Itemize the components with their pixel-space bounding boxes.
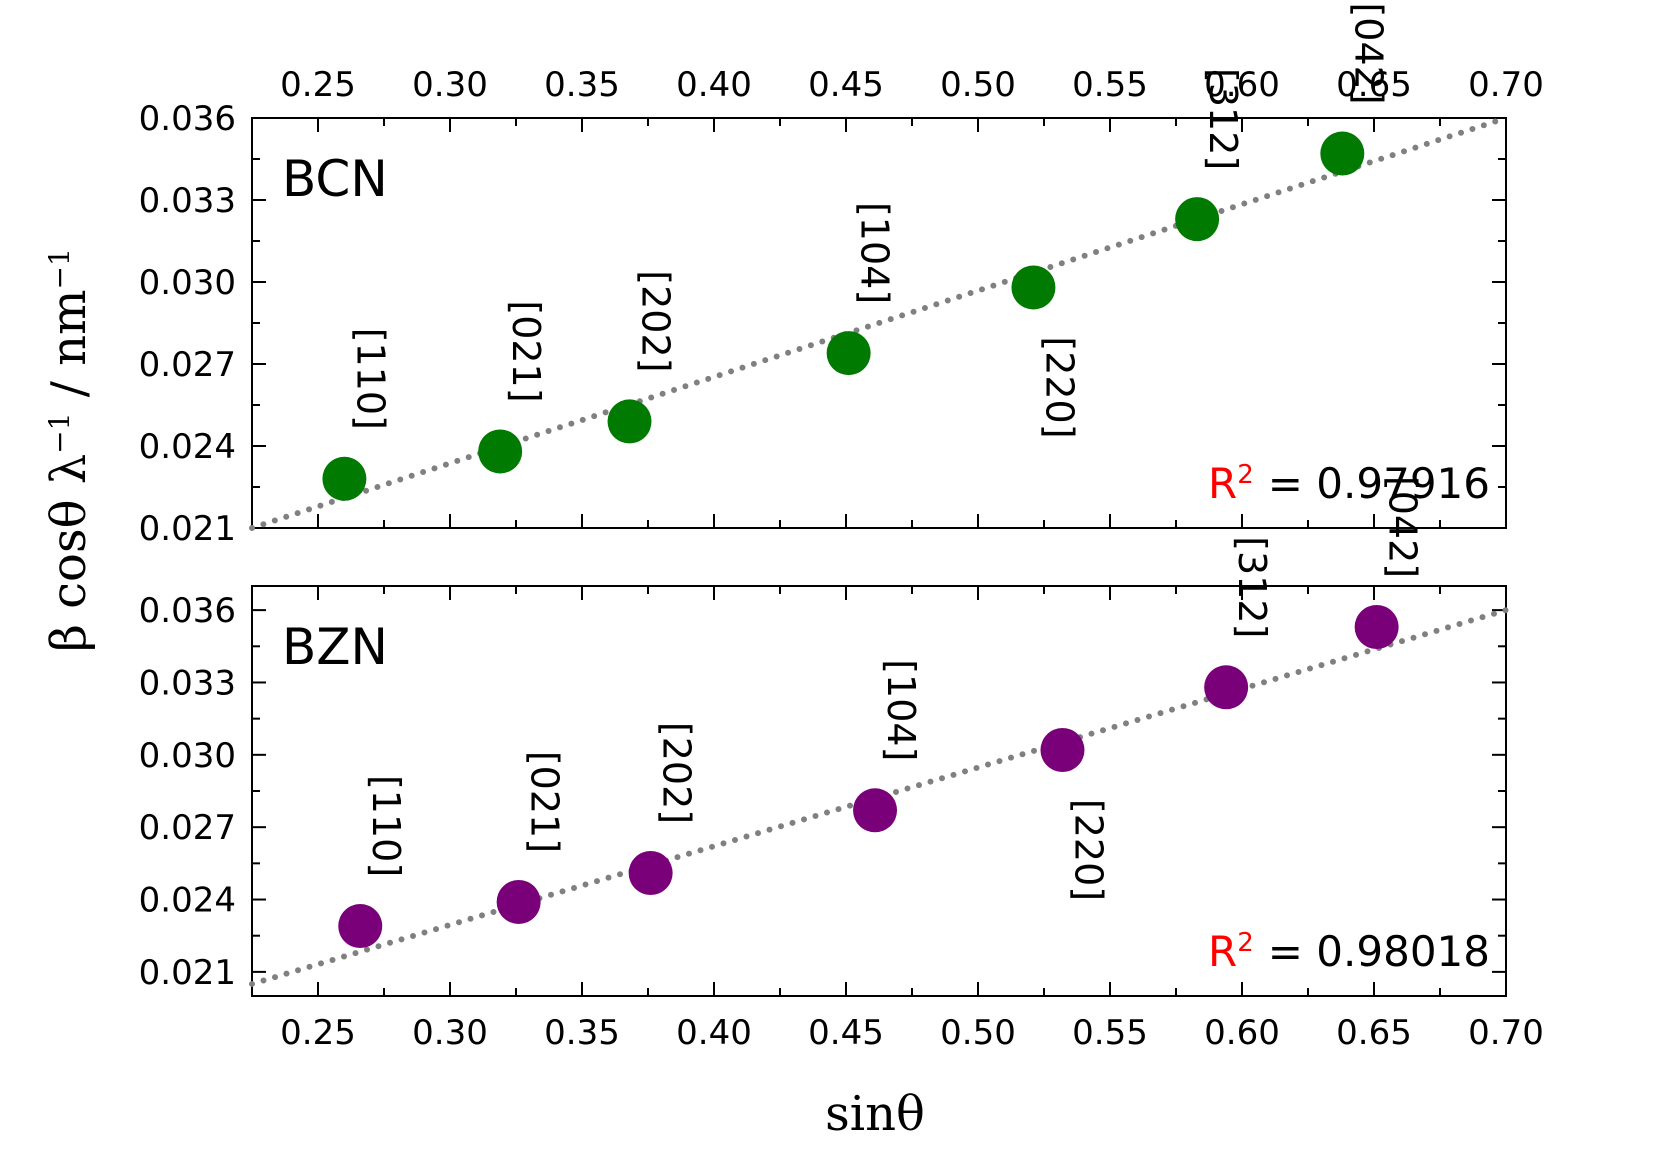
peak-label: [104] bbox=[853, 202, 897, 304]
y-tick-label: 0.033 bbox=[139, 181, 236, 221]
r-squared-value: = 0.97916 bbox=[1268, 459, 1490, 508]
panel-bzn: 0.25 0.30 0.35 0.40 0.45 0.50 0.55 0.60 0.65 0.70… bbox=[139, 476, 1544, 1053]
x-top-tick-label: 0.65 bbox=[1336, 65, 1412, 105]
r-squared-symbol: R bbox=[1208, 459, 1237, 508]
x-tick-label: 0.65 bbox=[1336, 1013, 1412, 1053]
peak-label: [202] bbox=[655, 722, 699, 824]
x-top-tick-label: 0.55 bbox=[1072, 65, 1148, 105]
r-squared-label: R2 = 0.98018 bbox=[1208, 927, 1490, 976]
data-point bbox=[322, 456, 367, 501]
r-squared-symbol: R bbox=[1208, 927, 1237, 976]
panel-bcn: 0.25 0.30 0.35 0.40 0.45 0.50 0.55 0.60 0.65 0.70… bbox=[139, 2, 1544, 549]
y-tick-label: 0.033 bbox=[139, 663, 236, 703]
data-point bbox=[826, 331, 871, 376]
y-tick-label: 0.021 bbox=[139, 509, 236, 549]
data-point bbox=[1320, 131, 1365, 176]
x-tick-label: 0.40 bbox=[676, 1013, 752, 1053]
peak-label: [312] bbox=[1230, 536, 1274, 638]
data-point bbox=[1011, 265, 1056, 310]
r-squared-exponent: 2 bbox=[1237, 460, 1254, 490]
data-point bbox=[338, 904, 383, 949]
data-point bbox=[1354, 605, 1399, 649]
y-tick-label: 0.036 bbox=[139, 99, 236, 139]
x-top-tick-label: 0.45 bbox=[808, 65, 884, 105]
y-tick-label: 0.024 bbox=[139, 881, 236, 921]
peak-label: [110] bbox=[364, 775, 408, 877]
peak-label: [021] bbox=[523, 751, 567, 853]
peak-label: [220] bbox=[1037, 336, 1081, 438]
peak-label: [110] bbox=[348, 328, 392, 430]
data-point bbox=[853, 788, 898, 833]
data-point bbox=[478, 429, 523, 474]
x-tick-label: 0.70 bbox=[1468, 1013, 1544, 1053]
peak-label: [021] bbox=[504, 300, 548, 402]
data-point bbox=[1204, 665, 1249, 710]
y-axis-title-exp2: −1 bbox=[43, 248, 76, 289]
y-axis-title-unit: / nm bbox=[41, 289, 97, 412]
y-tick-label: 0.030 bbox=[139, 263, 236, 303]
x-top-tick-label: 0.60 bbox=[1204, 65, 1280, 105]
y-tick-label: 0.024 bbox=[139, 427, 236, 467]
fit-line bbox=[249, 115, 1509, 531]
data-point bbox=[607, 399, 652, 444]
x-top-tick-label: 0.40 bbox=[676, 65, 752, 105]
x-tick-label: 0.30 bbox=[412, 1013, 488, 1053]
x-top-tick-label: 0.25 bbox=[280, 65, 356, 105]
y-tick-label: 0.036 bbox=[139, 591, 236, 631]
peak-label: [042] bbox=[1346, 2, 1390, 104]
data-point bbox=[496, 879, 541, 924]
data-point bbox=[1040, 728, 1085, 772]
y-axis-title-main: β cosθ λ bbox=[41, 454, 97, 652]
peak-label: [042] bbox=[1381, 476, 1425, 578]
x-axis-title: sinθ bbox=[825, 1086, 925, 1142]
x-top-tick-label: 0.30 bbox=[412, 65, 488, 105]
x-tick-label: 0.25 bbox=[280, 1013, 356, 1053]
r-squared-exponent: 2 bbox=[1237, 928, 1254, 958]
panel-title: BZN bbox=[282, 618, 388, 676]
x-tick-label: 0.50 bbox=[940, 1013, 1016, 1053]
y-tick-label: 0.030 bbox=[139, 736, 236, 776]
x-tick-label: 0.55 bbox=[1072, 1013, 1148, 1053]
y-axis-title: β cosθ λ−1 / nm−1 bbox=[41, 248, 97, 652]
x-top-tick-label: 0.70 bbox=[1468, 65, 1544, 105]
y-tick-label: 0.027 bbox=[139, 345, 236, 385]
r-squared-value: = 0.98018 bbox=[1268, 927, 1490, 976]
r-squared-label: R2 = 0.97916 bbox=[1208, 459, 1490, 508]
y-tick-label: 0.021 bbox=[139, 953, 236, 993]
data-point bbox=[1175, 197, 1220, 242]
fit-line bbox=[249, 607, 1509, 987]
y-axis-title-exp1: −1 bbox=[43, 413, 76, 454]
x-top-tick-label: 0.50 bbox=[940, 65, 1016, 105]
panels: 0.25 0.30 0.35 0.40 0.45 0.50 0.55 0.60 0.65 0.70… bbox=[139, 2, 1544, 1053]
x-tick-label: 0.60 bbox=[1204, 1013, 1280, 1053]
panel-title: BCN bbox=[282, 150, 388, 208]
peak-label: [220] bbox=[1066, 799, 1110, 901]
x-tick-label: 0.45 bbox=[808, 1013, 884, 1053]
peak-label: [312] bbox=[1201, 68, 1245, 170]
peak-label: [104] bbox=[879, 659, 923, 761]
x-tick-label: 0.35 bbox=[544, 1013, 620, 1053]
peak-label: [202] bbox=[634, 270, 678, 372]
y-tick-label: 0.027 bbox=[139, 808, 236, 848]
x-top-tick-label: 0.35 bbox=[544, 65, 620, 105]
data-point bbox=[628, 851, 673, 895]
